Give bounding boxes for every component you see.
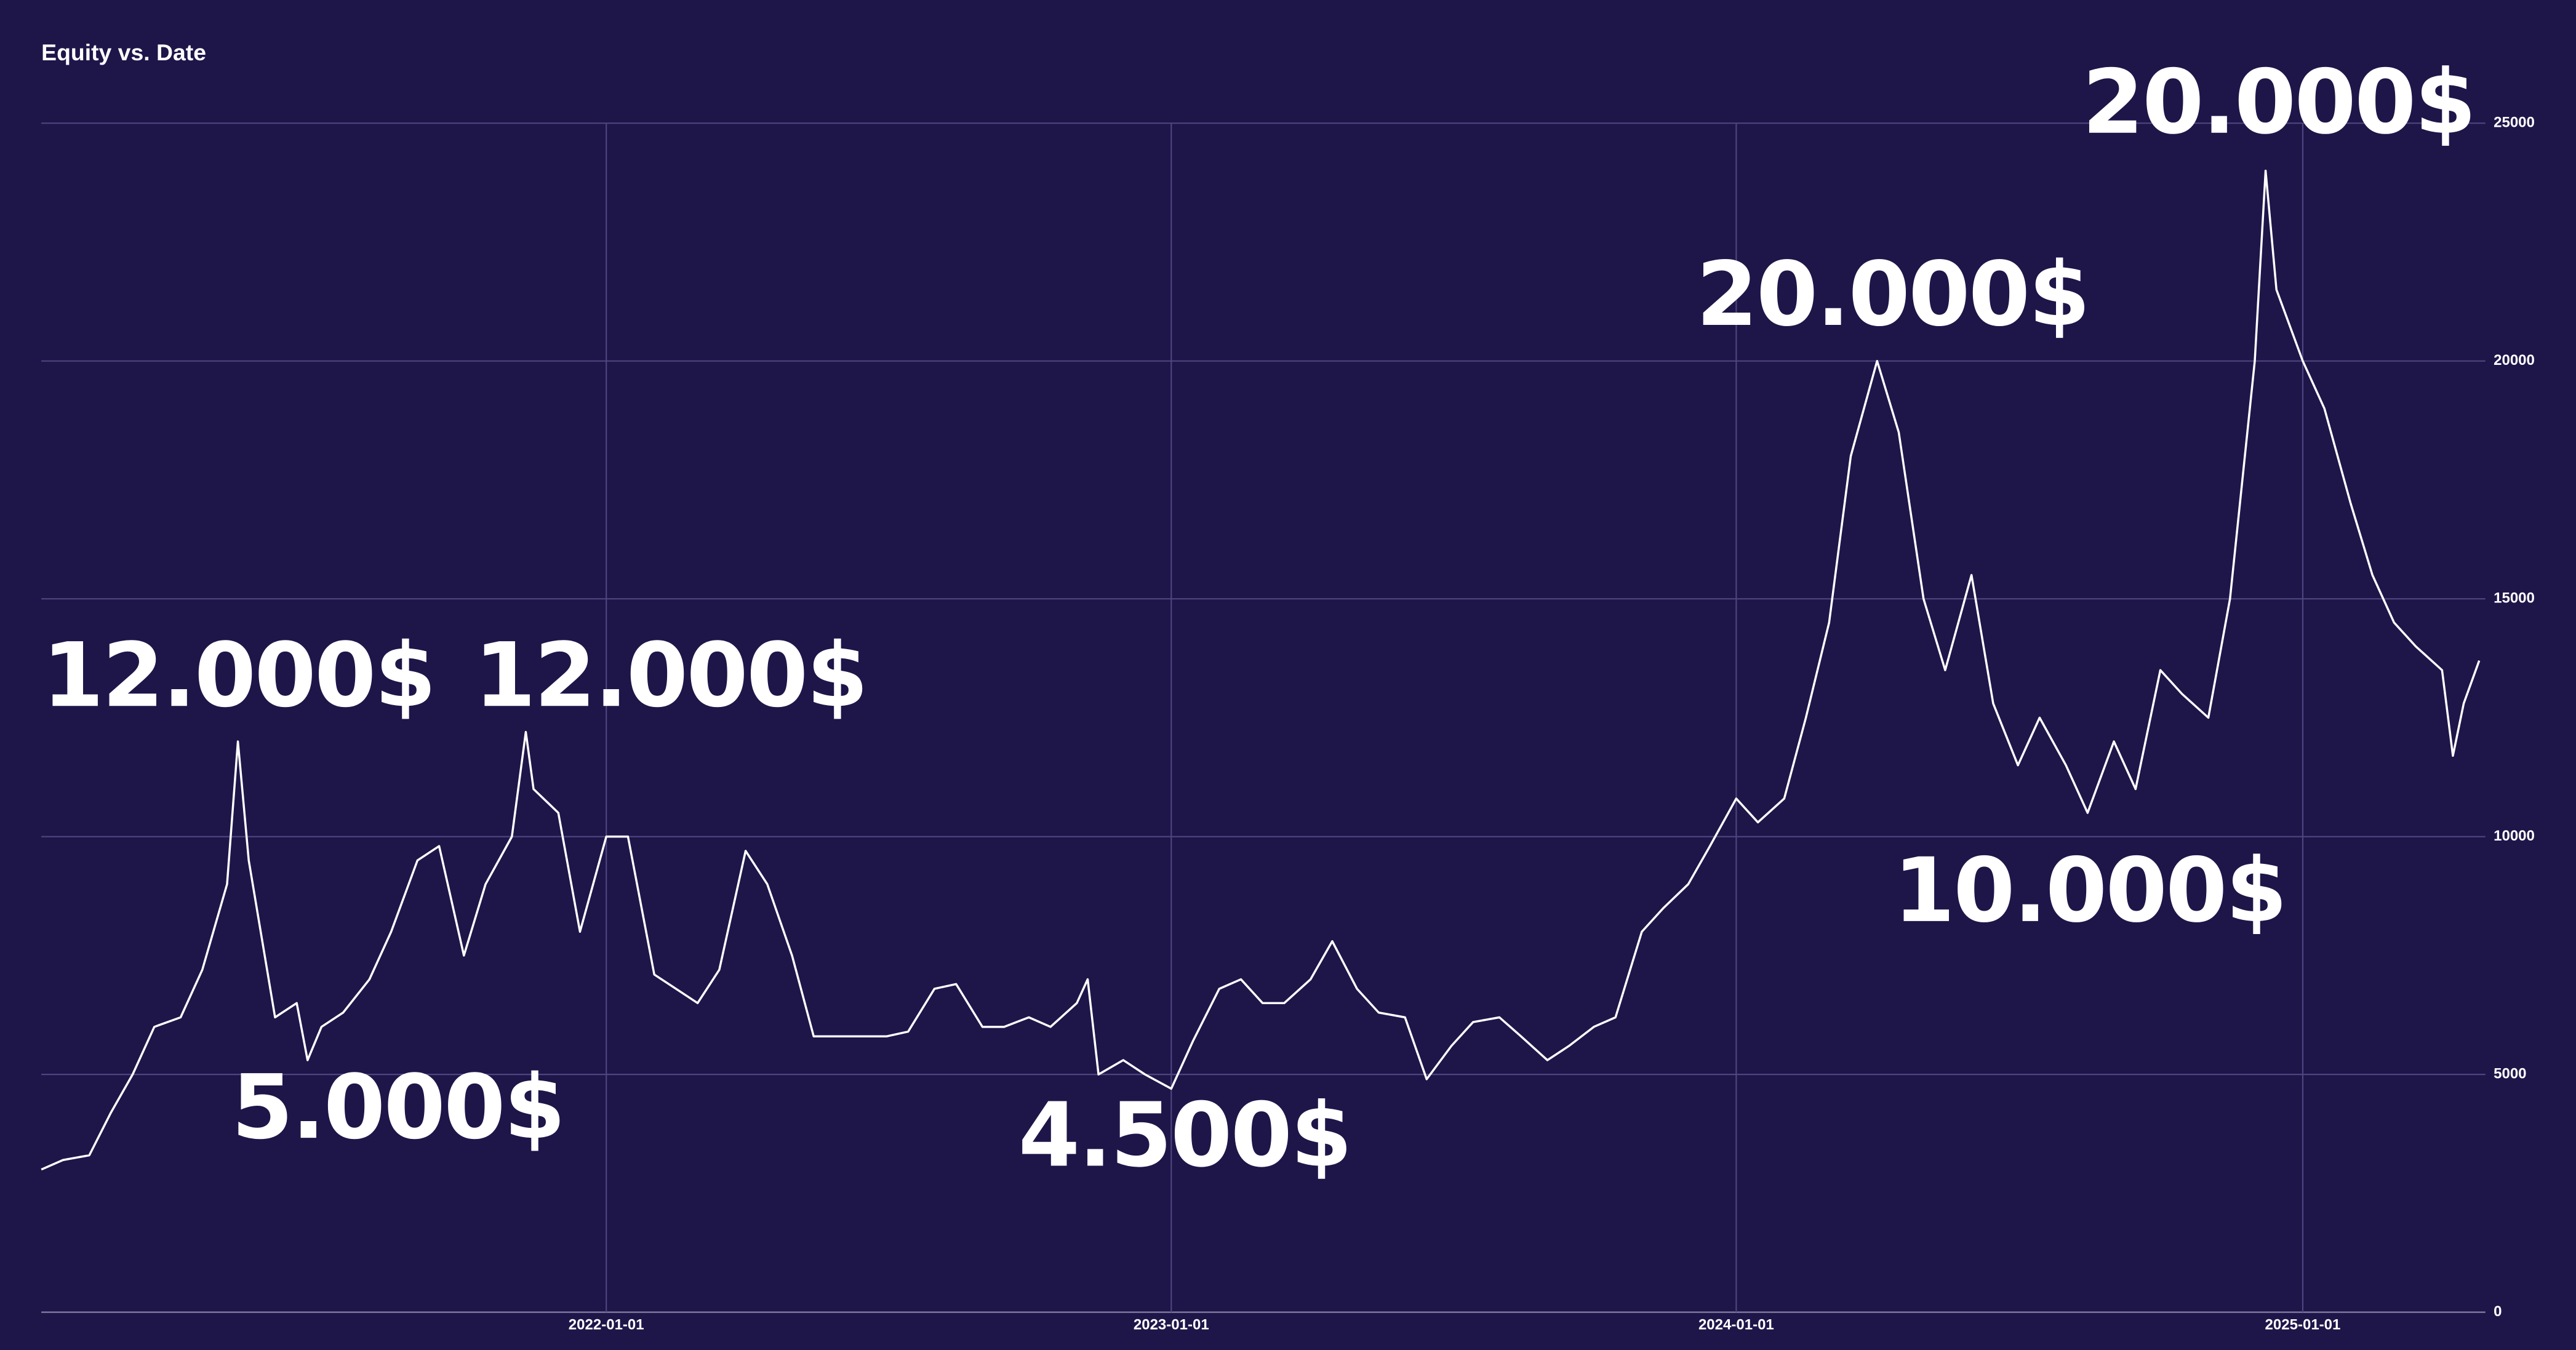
x-tick-label: 2025-01-01: [2265, 1316, 2341, 1333]
y-tick-label: 15000: [2494, 589, 2535, 606]
annotation: 12.000$: [474, 623, 867, 727]
equity-line: [41, 169, 2481, 1171]
x-tick-label: 2023-01-01: [1134, 1316, 1209, 1333]
y-tick-label: 10000: [2494, 828, 2535, 844]
x-tick-label: 2022-01-01: [569, 1316, 644, 1333]
annotation: 10.000$: [1894, 839, 2286, 942]
y-tick-label: 25000: [2494, 114, 2535, 131]
y-tick-label: 5000: [2494, 1065, 2526, 1082]
y-tick-label: 20000: [2494, 352, 2535, 369]
chart-title: Equity vs. Date: [41, 39, 206, 65]
y-tick-label: 0: [2494, 1303, 2502, 1320]
annotation: 5.000$: [231, 1055, 564, 1159]
annotation: 4.500$: [1018, 1084, 1351, 1187]
x-tick-label: 2024-01-01: [1698, 1316, 1774, 1333]
annotation: 20.000$: [1696, 242, 2089, 346]
annotation: 12.000$: [42, 623, 435, 727]
annotation: 20.000$: [2082, 50, 2475, 154]
